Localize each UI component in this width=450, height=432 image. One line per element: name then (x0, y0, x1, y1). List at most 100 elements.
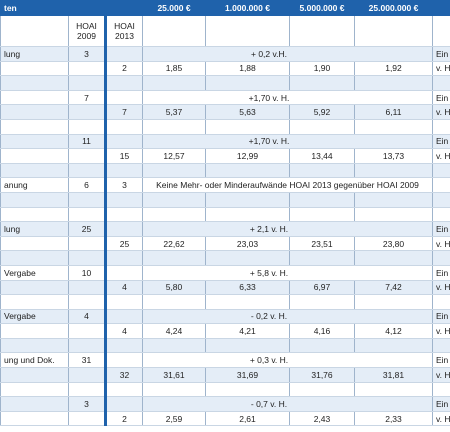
cell: v. H (432, 411, 450, 427)
cell (68, 61, 106, 77)
cell: anung (0, 177, 69, 193)
cell (142, 207, 206, 223)
cell (205, 75, 290, 91)
table-row (0, 294, 450, 310)
cell: 4 (104, 323, 143, 339)
cell (354, 294, 433, 310)
cell (68, 294, 106, 310)
cell (104, 382, 143, 398)
cell (289, 207, 355, 223)
cell: 12,57 (142, 148, 206, 164)
cell (432, 163, 450, 179)
cell (289, 338, 355, 354)
cell: + 0,2 v.H. (142, 46, 433, 62)
cell (0, 163, 69, 179)
cell: 2,61 (205, 411, 290, 427)
table-row: anung 6 3 Keine Mehr- oder Minderaufwände H… (0, 177, 450, 193)
cell (354, 338, 433, 354)
table-row (0, 192, 450, 208)
cell (104, 396, 143, 412)
cell (104, 46, 143, 62)
cell: Ein (432, 221, 450, 237)
cell (354, 192, 433, 208)
cell: 7 (104, 104, 143, 120)
cell: 4,16 (289, 323, 355, 339)
cell (104, 134, 143, 150)
cell: 31 (68, 352, 106, 369)
cell (68, 382, 106, 398)
cell (104, 207, 143, 223)
cell (0, 119, 69, 135)
cell: 32 (104, 367, 143, 383)
table-row: 25 22,62 23,03 23,51 23,80 v. H (0, 236, 450, 252)
header-cell (104, 0, 143, 16)
cell: 4,12 (354, 323, 433, 339)
cell: 2,59 (142, 411, 206, 427)
cell (68, 119, 106, 135)
cell (68, 411, 106, 427)
cell (68, 250, 106, 266)
cell (289, 163, 355, 179)
subheader-cell: HOAI 2013 (104, 15, 143, 47)
cell: 5,92 (289, 104, 355, 120)
cell (0, 134, 69, 150)
cell: v. H (432, 236, 450, 252)
cell (104, 90, 143, 106)
header-row: ten 25.000 € 1.000.000 € 5.000.000 € 25.… (0, 0, 450, 16)
cell: - 0,2 v. H. (142, 309, 433, 325)
cell: + 5,8 v. H. (142, 265, 433, 281)
header-cell (432, 0, 450, 16)
cell (68, 163, 106, 179)
cell: 6,97 (289, 280, 355, 296)
table-row: Vergabe 10 + 5,8 v. H. Ein (0, 265, 450, 281)
cell: 2 (104, 411, 143, 427)
cell (354, 207, 433, 223)
table-row: 7 5,37 5,63 5,92 6,11 v. H (0, 104, 450, 120)
cell: 7 (68, 90, 106, 106)
cell: 1,88 (205, 61, 290, 77)
cell: - 0,7 v. H. (142, 396, 433, 412)
cell (68, 367, 106, 383)
cell (289, 15, 355, 47)
table-row: 15 12,57 12,99 13,44 13,73 v. H (0, 148, 450, 164)
cell (104, 294, 143, 310)
cell: Ein (432, 309, 450, 325)
header-cell: 5.000.000 € (289, 0, 355, 16)
cell (68, 323, 106, 339)
cell: Ein (432, 134, 450, 150)
cell (0, 15, 69, 47)
cell (104, 338, 143, 354)
cell (0, 294, 69, 310)
cell: 31,81 (354, 367, 433, 383)
cell: Vergabe (0, 265, 69, 281)
table-row: Vergabe 4 - 0,2 v. H. Ein (0, 309, 450, 325)
cell (0, 207, 69, 223)
cell (205, 15, 290, 47)
cell (68, 236, 106, 252)
cell: 31,69 (205, 367, 290, 383)
cell (0, 90, 69, 106)
cell (289, 119, 355, 135)
cell: 5,63 (205, 104, 290, 120)
cell (104, 352, 143, 369)
subheader-row: HOAI 2009 HOAI 2013 (0, 15, 450, 47)
cell (205, 338, 290, 354)
cell: Ein (432, 46, 450, 62)
cell (289, 382, 355, 398)
cell: 4,24 (142, 323, 206, 339)
table-row (0, 338, 450, 354)
cell (104, 309, 143, 325)
cell (432, 207, 450, 223)
cell (0, 323, 69, 339)
cell: lung (0, 221, 69, 237)
cell (354, 15, 433, 47)
cell (289, 294, 355, 310)
cell (142, 15, 206, 47)
cell: Vergabe (0, 309, 69, 325)
cell (432, 177, 450, 193)
cell: +1,70 v. H. (142, 134, 433, 150)
cell (104, 221, 143, 237)
cell: v. H (432, 280, 450, 296)
cell: 15 (104, 148, 143, 164)
cell: Ein (432, 396, 450, 412)
